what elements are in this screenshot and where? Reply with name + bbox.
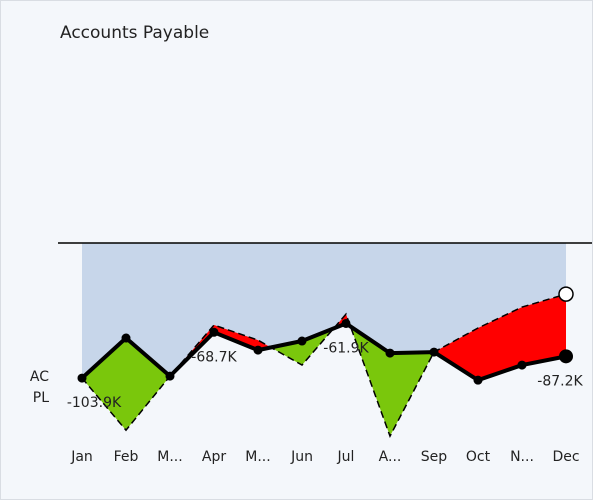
x-tick-label: Jun bbox=[290, 449, 313, 465]
x-tick-label: Jan bbox=[70, 449, 93, 465]
legend-label: PL bbox=[33, 390, 49, 406]
x-tick-label: Oct bbox=[466, 449, 491, 465]
pl-line bbox=[81, 293, 567, 439]
data-label: -103.9K bbox=[67, 395, 122, 411]
ac-point bbox=[77, 373, 87, 383]
variance-area bbox=[434, 328, 478, 381]
legend-label: AC bbox=[30, 369, 49, 385]
variance-area bbox=[522, 294, 566, 366]
ac-point bbox=[209, 327, 219, 337]
data-label: -68.7K bbox=[191, 349, 237, 365]
ac-point bbox=[429, 347, 439, 357]
x-tick-label: Jul bbox=[337, 449, 355, 465]
pl-point bbox=[558, 286, 574, 302]
variance-area bbox=[82, 338, 126, 431]
x-tick-label: N... bbox=[510, 449, 534, 465]
x-tick-label: Sep bbox=[421, 449, 448, 465]
x-tick-label: A... bbox=[379, 449, 402, 465]
ac-line bbox=[80, 321, 567, 383]
chart-title: Accounts Payable bbox=[60, 23, 209, 43]
ac-point bbox=[385, 348, 395, 358]
ac-point bbox=[165, 371, 175, 381]
ac-point bbox=[559, 349, 573, 364]
variance-area bbox=[478, 307, 522, 381]
x-tick-label: Feb bbox=[114, 449, 139, 465]
data-label: -61.9K bbox=[323, 340, 369, 356]
ac-point bbox=[473, 375, 483, 385]
x-tick-label: M... bbox=[245, 449, 270, 465]
ac-point bbox=[341, 318, 351, 328]
data-label: -87.2K bbox=[537, 373, 583, 389]
ac-point bbox=[517, 360, 527, 370]
x-tick-label: Dec bbox=[552, 449, 579, 465]
x-tick-label: Apr bbox=[202, 449, 226, 465]
x-tick-label: M... bbox=[157, 449, 182, 465]
ac-point bbox=[121, 333, 131, 343]
ac-point bbox=[253, 345, 263, 355]
ac-point bbox=[297, 336, 307, 346]
variance-area bbox=[126, 338, 170, 431]
